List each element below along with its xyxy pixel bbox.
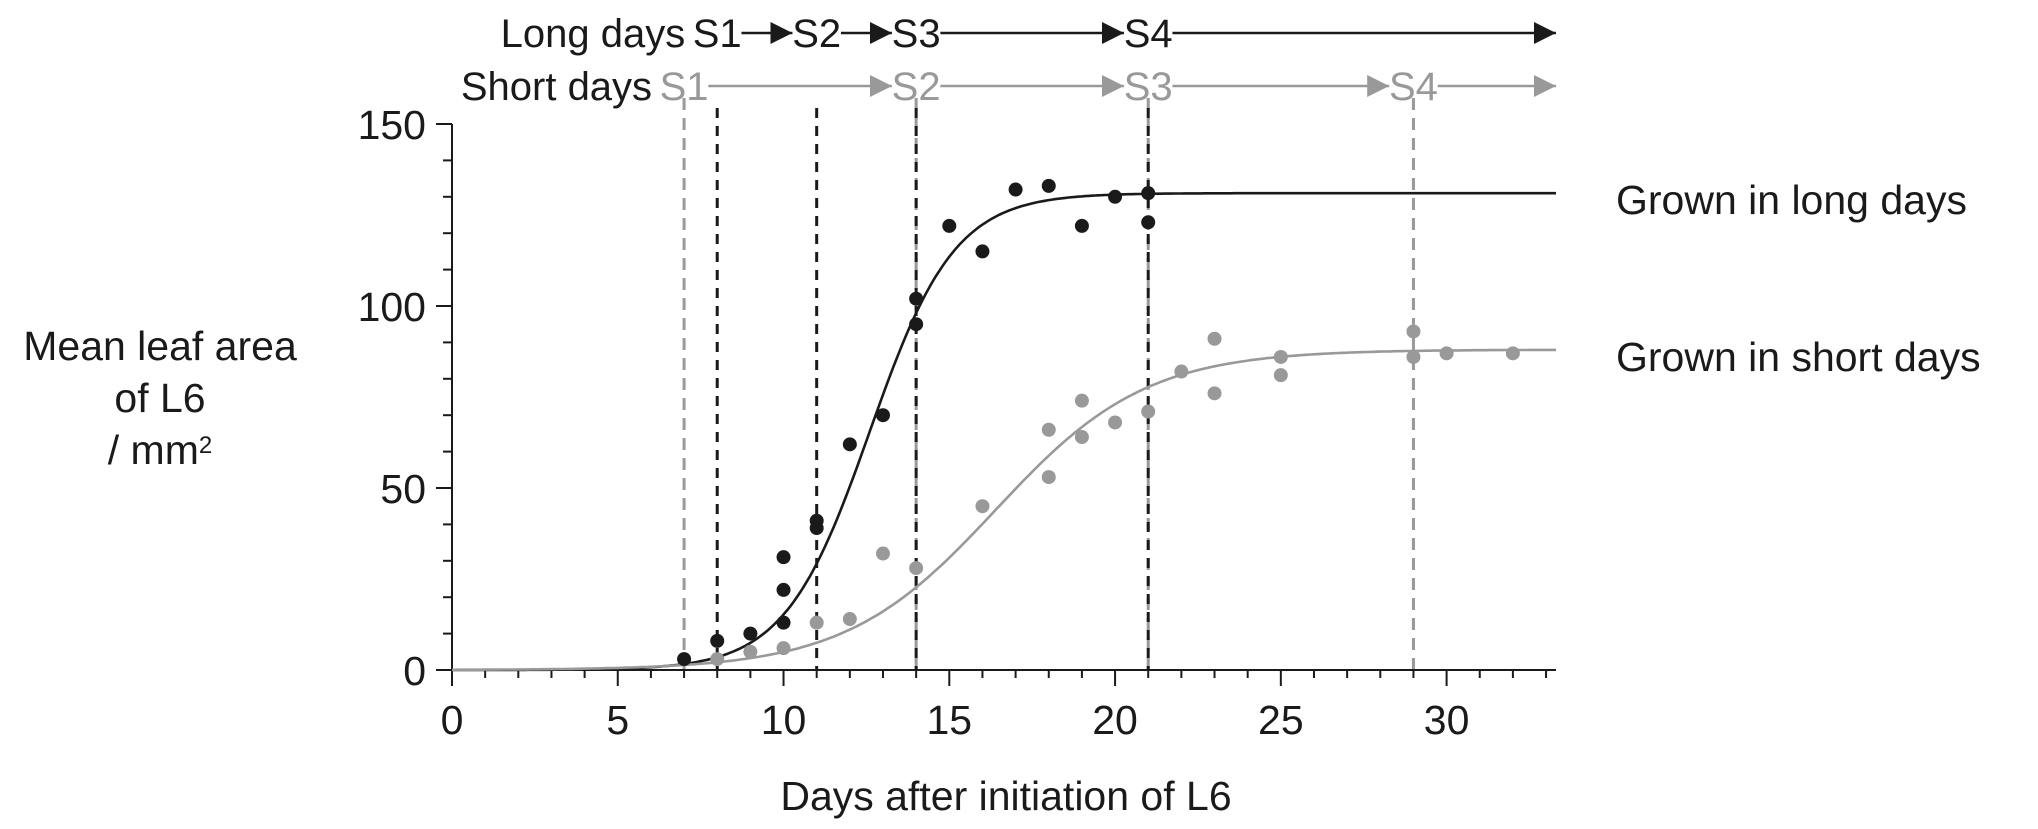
y-tick-label: 150 — [358, 102, 426, 148]
x-tick-label: 25 — [1258, 697, 1304, 743]
data-point — [809, 521, 824, 536]
stage-label: S3 — [892, 12, 941, 56]
data-point — [1141, 215, 1156, 230]
data-point — [909, 317, 924, 332]
x-axis-label: Days after initiation of L6 — [780, 773, 1231, 819]
stage-label: S2 — [892, 65, 941, 109]
stage-boundary-lines — [682, 98, 1415, 670]
data-point — [1406, 324, 1421, 339]
data-point — [842, 612, 857, 627]
data-point — [1141, 404, 1156, 419]
x-tick-label: 20 — [1092, 697, 1138, 743]
y-axis-label: Mean leaf area of L6 / mm2 — [0, 320, 320, 476]
data-point — [1008, 182, 1023, 197]
x-tick-label: 5 — [606, 697, 629, 743]
data-point — [842, 437, 857, 452]
data-point — [975, 244, 990, 259]
x-tick-label: 30 — [1424, 697, 1470, 743]
y-tick-label: 100 — [358, 284, 426, 330]
y-tick-label: 0 — [403, 648, 426, 694]
data-point — [1207, 331, 1222, 346]
data-point — [743, 644, 758, 659]
data-point — [776, 615, 791, 630]
stage-label: S3 — [1124, 65, 1173, 109]
data-point — [1074, 430, 1089, 445]
data-point — [1207, 386, 1222, 401]
data-point — [710, 652, 725, 667]
series-labels: Grown in long days Grown in short days — [1616, 177, 1981, 380]
data-point — [710, 633, 725, 648]
x-tick-label: 10 — [761, 697, 807, 743]
data-point — [809, 615, 824, 630]
series-label: Grown in long days — [1616, 177, 1967, 223]
data-point — [743, 626, 758, 641]
data-point — [1406, 349, 1421, 364]
data-point — [1141, 186, 1156, 201]
y-axis-label-line2: of L6 — [114, 375, 206, 421]
x-tick-label: 0 — [441, 697, 464, 743]
data-point — [1041, 178, 1056, 193]
data-point — [677, 652, 692, 667]
stage-label: S4 — [1389, 65, 1438, 109]
data-point — [776, 641, 791, 656]
stage-row-label: Long days — [501, 12, 686, 56]
data-point — [975, 499, 990, 514]
data-point — [1074, 218, 1089, 233]
data-point — [1074, 393, 1089, 408]
data-point — [1273, 368, 1288, 383]
y-axis-unit-exponent: 2 — [198, 432, 213, 459]
y-axis-label-line3: / mm2 — [0, 424, 320, 476]
stage-label: S1 — [660, 65, 709, 109]
data-point — [776, 582, 791, 597]
stage-label: S1 — [693, 12, 742, 56]
fit-curves — [452, 191, 1556, 672]
data-point — [1505, 346, 1520, 361]
data-points — [677, 178, 1520, 667]
stage-row-label: Short days — [461, 65, 652, 109]
data-point — [1273, 349, 1288, 364]
y-axis-label-line1: Mean leaf area — [23, 323, 297, 369]
data-point — [1174, 364, 1189, 379]
y-tick-label: 50 — [380, 466, 426, 512]
x-tick-label: 15 — [926, 697, 972, 743]
fit-curve — [452, 191, 1556, 672]
data-point — [1041, 470, 1056, 485]
axes: 0 5 10 15 20 25 30 0 50 100 150 — [358, 102, 1556, 743]
stage-label: S4 — [1124, 12, 1173, 56]
series-label: Grown in short days — [1616, 334, 1981, 380]
data-point — [1108, 415, 1123, 430]
data-point — [1108, 189, 1123, 204]
data-point — [909, 561, 924, 576]
data-point — [875, 408, 890, 423]
data-point — [1041, 422, 1056, 437]
data-point — [942, 218, 957, 233]
stage-label: S2 — [792, 12, 841, 56]
fit-curve — [452, 348, 1556, 672]
data-point — [909, 291, 924, 306]
data-point — [1439, 346, 1454, 361]
y-axis-unit: / mm — [107, 427, 199, 473]
data-point — [776, 550, 791, 565]
data-point — [875, 546, 890, 561]
